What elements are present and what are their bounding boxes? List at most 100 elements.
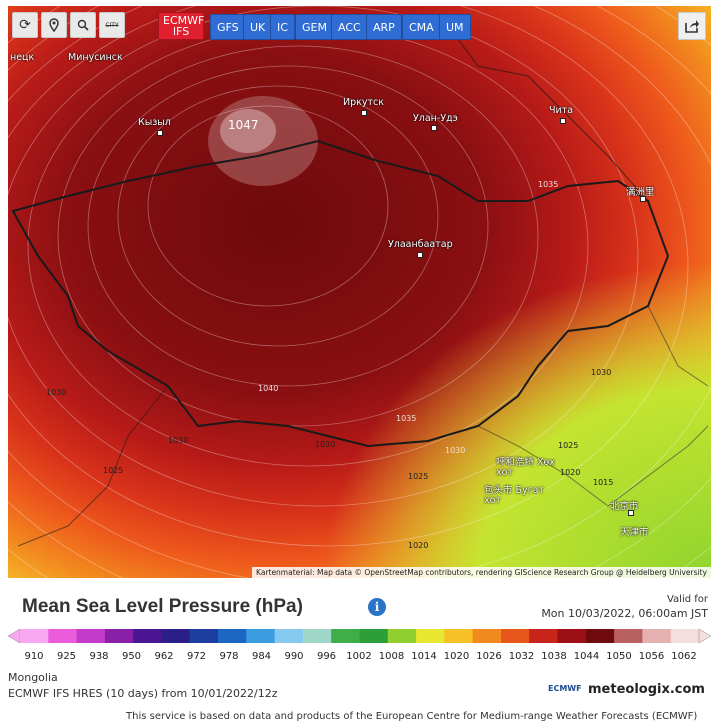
model-tab-label: IC <box>277 20 288 34</box>
border-line <box>477 425 709 507</box>
model-tab-label: ACC <box>338 20 361 34</box>
scale-tick-label: 1008 <box>378 651 405 662</box>
isobar-label: 1020 <box>560 468 581 477</box>
scale-swatch <box>472 629 502 643</box>
scale-tick-label: 972 <box>186 651 207 662</box>
scale-swatch <box>614 629 643 643</box>
model-tab-label: GFS <box>217 20 239 34</box>
model-tab-cma[interactable]: CMA <box>402 14 441 40</box>
location-pin-glyph <box>49 18 59 32</box>
valid-time: Mon 10/03/2022, 06:00am JST <box>541 607 708 620</box>
model-tab-um[interactable]: UM <box>439 14 471 40</box>
scale-tick-label: 990 <box>284 651 304 662</box>
model-tab-gem[interactable]: GEM <box>295 14 334 40</box>
share-glyph <box>685 20 699 33</box>
scale-swatch <box>500 629 530 643</box>
zoom-icon[interactable] <box>70 12 96 38</box>
model-tab-ic[interactable]: IC <box>270 14 295 40</box>
location-pin-icon[interactable] <box>41 12 67 38</box>
isobar-label: 1035 <box>538 180 559 189</box>
scale-tick-label: 1020 <box>443 651 470 662</box>
scale-swatch <box>76 629 106 643</box>
isobar-label: 1025 <box>103 466 124 475</box>
model-tab-label: UK <box>250 20 266 34</box>
scale-swatch <box>642 629 672 643</box>
meteologix-logo[interactable]: meteologix.com <box>588 682 705 697</box>
isobar-label: 1030 <box>445 446 466 455</box>
scale-swatch <box>416 629 445 643</box>
scale-swatch <box>218 629 247 643</box>
model-tab-arp[interactable]: ARP <box>366 14 402 40</box>
scale-tick-label: 1014 <box>411 651 437 662</box>
city-marker <box>361 110 367 116</box>
pressure-map[interactable]: нецк Минусинск Кызыл Иркутск Улан-Удэ Чи… <box>8 6 711 578</box>
scale-tick-label: 996 <box>316 651 337 662</box>
place-label: 满洲里 <box>626 187 655 198</box>
isobar-label: 1020 <box>408 541 429 550</box>
low-pressure-field <box>8 6 711 578</box>
share-icon[interactable] <box>678 12 706 40</box>
isobar-label: 1030 <box>315 440 336 449</box>
isobar-label: 1025 <box>408 472 429 481</box>
city-toggle-icon[interactable]: CITY <box>99 12 125 38</box>
scale-tick-label: 1056 <box>638 651 665 662</box>
info-icon[interactable]: i <box>368 598 386 616</box>
model-tab-uk[interactable]: UK <box>243 14 273 40</box>
city-marker <box>640 196 646 202</box>
scale-swatch <box>444 629 474 643</box>
isobar-label: 1047 <box>228 118 259 132</box>
scale-tick-label: 938 <box>89 651 109 662</box>
place-label: 呼和浩特 Хөх хот <box>496 457 555 478</box>
place-label: 天津市 <box>620 527 649 538</box>
ecmwf-logo: ECMWF <box>548 684 582 693</box>
page-title: Mean Sea Level Pressure (hPa) <box>22 596 303 617</box>
scale-swatch <box>246 629 276 643</box>
isobar-label: 1035 <box>396 414 417 423</box>
scale-swatch <box>48 629 78 643</box>
scale-tick-label: 1026 <box>476 651 502 662</box>
isobar-label: 1030 <box>46 388 67 397</box>
model-tab-label: CMA <box>409 20 434 34</box>
place-label: Кызыл <box>138 117 171 128</box>
scale-tick-label: 925 <box>56 651 77 662</box>
scale-swatch <box>359 629 389 643</box>
footer-note: This service is based on data and produc… <box>126 711 698 722</box>
scale-swatch <box>133 629 162 643</box>
region-label: Mongolia <box>8 671 58 684</box>
place-label: 北京市 <box>610 501 639 512</box>
map-attribution[interactable]: Kartenmaterial: Map data © OpenStreetMap… <box>252 567 711 578</box>
scale-tick-label: 1050 <box>606 651 632 662</box>
scale-swatch <box>331 629 360 643</box>
refresh-icon[interactable]: ⟳ <box>12 12 38 38</box>
scale-swatch <box>161 629 191 643</box>
model-tab-acc[interactable]: ACC <box>331 14 368 40</box>
color-scale <box>8 628 711 644</box>
scale-tick-label: 962 <box>154 651 174 662</box>
city-marker <box>628 510 634 516</box>
scale-swatch <box>189 629 219 643</box>
city-marker <box>560 118 566 124</box>
zoom-glyph <box>77 19 89 31</box>
model-run-label: ECMWF IFS HRES (10 days) from 10/01/2022… <box>8 687 278 700</box>
border-line <box>447 25 649 202</box>
city-marker <box>157 130 163 136</box>
scale-ticks: 910 925 938 950 962 972 978 984 990 996 1002 1008 10… <box>14 651 704 665</box>
isobar-label: 1030 <box>591 368 612 377</box>
map-svg <box>8 6 711 578</box>
refresh-glyph: ⟳ <box>19 17 31 33</box>
model-tab-label: UM <box>446 20 464 34</box>
isobar-label: 1015 <box>593 478 614 487</box>
mongolia-border <box>11 139 670 448</box>
scale-arrow-right <box>698 628 711 644</box>
scale-tick-label: 1044 <box>573 651 600 662</box>
scale-tick-label: 1002 <box>346 651 372 662</box>
scale-swatch <box>302 629 332 643</box>
scale-tick-label: 950 <box>121 651 142 662</box>
place-label: Улаанбаатар <box>388 239 453 250</box>
place-label: 包头市 Бугат хот <box>484 485 545 506</box>
model-tab-ecmwf-ifs[interactable]: ECMWF IFS <box>158 12 204 40</box>
isobar-label: 1040 <box>258 384 279 393</box>
model-tab-gfs[interactable]: GFS <box>210 14 246 40</box>
city-marker <box>431 125 437 131</box>
high-pressure-center <box>220 109 276 153</box>
